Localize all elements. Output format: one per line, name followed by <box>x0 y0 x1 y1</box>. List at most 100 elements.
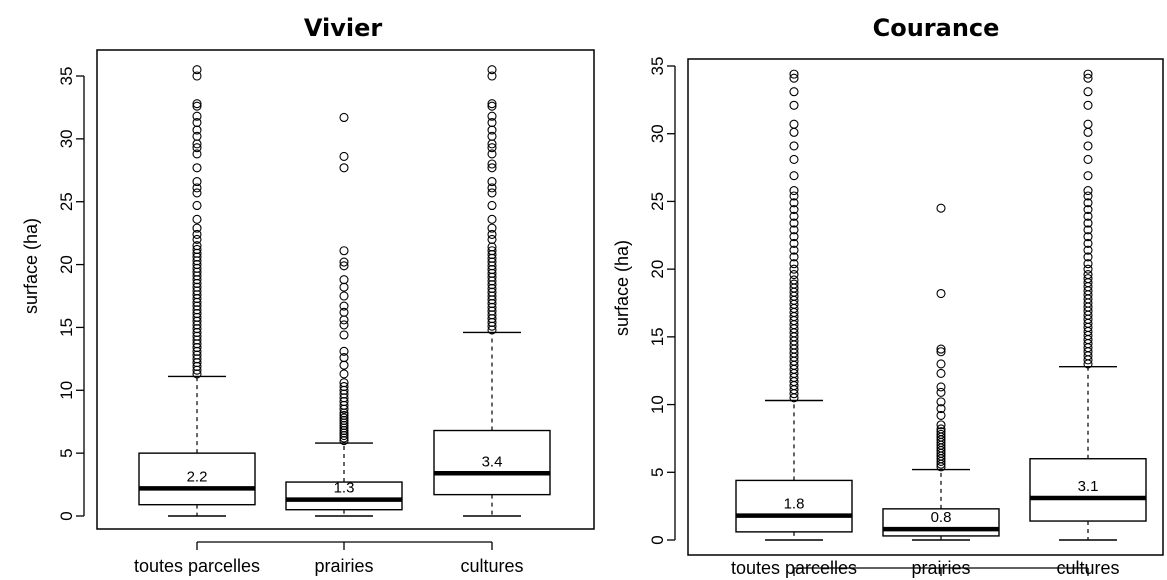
outlier-point <box>1083 69 1093 79</box>
outlier-point <box>789 171 799 181</box>
outlier-point <box>339 381 349 392</box>
x-tick-label: cultures <box>460 556 523 576</box>
outlier-point <box>789 198 799 208</box>
outlier-point <box>192 163 202 173</box>
outlier-point <box>192 131 202 141</box>
outlier-point <box>487 229 497 239</box>
outlier-point <box>936 387 946 397</box>
outlier-point <box>936 359 946 369</box>
outlier-point <box>339 360 349 370</box>
outlier-point <box>487 117 497 128</box>
y-tick-label: 0 <box>57 511 76 520</box>
median-label: 2.2 <box>187 468 208 485</box>
outlier-point <box>192 99 202 109</box>
outlier-point <box>1083 238 1093 248</box>
y-tick-label: 5 <box>648 468 667 477</box>
outlier-point <box>936 203 946 213</box>
outlier-point <box>789 252 799 262</box>
outlier-point <box>936 344 946 354</box>
outlier-point <box>339 315 349 325</box>
outlier-point <box>1083 100 1093 110</box>
outlier-point <box>789 259 799 269</box>
y-tick-label: 35 <box>648 57 667 76</box>
outlier-point <box>1083 264 1093 274</box>
outlier-point <box>192 229 202 239</box>
y-tick-label: 10 <box>57 381 76 400</box>
outlier-point <box>1083 154 1093 164</box>
outlier-point <box>936 427 946 437</box>
y-tick-label: 25 <box>57 192 76 211</box>
box-iqr <box>882 508 1000 537</box>
outlier-point <box>789 225 799 235</box>
box-iqr <box>138 452 256 506</box>
box-iqr <box>735 479 853 533</box>
outlier-point <box>487 159 497 169</box>
outlier-point <box>339 246 349 256</box>
outlier-point <box>192 188 202 198</box>
plot-frame <box>687 58 1164 556</box>
outlier-point <box>789 73 799 83</box>
outlier-point <box>1083 87 1093 97</box>
outlier-point <box>192 183 202 193</box>
outlier-point <box>487 177 497 187</box>
outlier-point <box>487 234 497 244</box>
outlier-point <box>936 404 946 414</box>
outlier-point <box>339 353 349 363</box>
outlier-point <box>789 264 799 274</box>
outlier-point <box>192 214 202 224</box>
outlier-point <box>789 245 799 255</box>
panel-courance: Courance surface (ha) 0 5 10 15 20 25 30 35 tout… <box>612 14 1164 578</box>
y-tick-label: 25 <box>648 192 667 211</box>
outlier-point <box>487 223 497 233</box>
outlier-point <box>339 378 349 388</box>
outlier-point <box>789 275 799 285</box>
plot-frame <box>96 49 595 530</box>
outlier-point <box>1083 270 1093 280</box>
median-label: 1.3 <box>334 480 355 497</box>
outlier-point <box>1083 245 1093 255</box>
y-tick-label: 20 <box>648 260 667 279</box>
outlier-point <box>1083 73 1093 83</box>
y-axis-label: surface (ha) <box>21 218 41 314</box>
outlier-point <box>789 141 799 151</box>
outlier-point <box>936 368 946 378</box>
outlier-point <box>339 410 349 420</box>
outlier-point <box>487 214 497 224</box>
outlier-point <box>192 200 202 211</box>
outlier-point <box>789 154 799 164</box>
outlier-point <box>192 241 202 251</box>
outlier-point <box>339 369 349 379</box>
chart-title: Vivier <box>304 14 383 42</box>
panel-vivier: Vivier surface (ha) 0 5 10 15 20 25 30 35 toutes… <box>21 14 595 576</box>
outlier-point <box>192 65 202 75</box>
outlier-point <box>936 288 946 299</box>
outlier-point <box>1083 218 1093 228</box>
outlier-point <box>1083 186 1093 196</box>
outlier-point <box>1083 171 1093 181</box>
outlier-point <box>789 87 799 97</box>
x-tick-label: prairies <box>314 556 373 576</box>
outlier-point <box>339 291 349 301</box>
outlier-point <box>1083 141 1093 151</box>
outlier-point <box>487 111 497 121</box>
outlier-point <box>789 191 799 201</box>
outlier-point <box>1083 119 1093 129</box>
outlier-point <box>192 71 202 81</box>
outlier-point <box>339 330 349 340</box>
outlier-point <box>487 131 497 141</box>
outlier-point <box>487 65 497 75</box>
outlier-point <box>192 244 202 255</box>
outlier-point <box>789 270 799 280</box>
y-tick-label: 0 <box>648 535 667 544</box>
x-tick-label: toutes parcelles <box>731 558 857 578</box>
y-tick-label: 30 <box>648 124 667 143</box>
outlier-point <box>1083 211 1093 221</box>
x-tick-label: prairies <box>911 558 970 578</box>
outlier-point <box>192 101 202 111</box>
outlier-point <box>192 223 202 233</box>
outlier-point <box>789 218 799 228</box>
box-iqr <box>1029 458 1147 522</box>
outlier-point <box>936 397 946 407</box>
outlier-point <box>339 257 349 267</box>
